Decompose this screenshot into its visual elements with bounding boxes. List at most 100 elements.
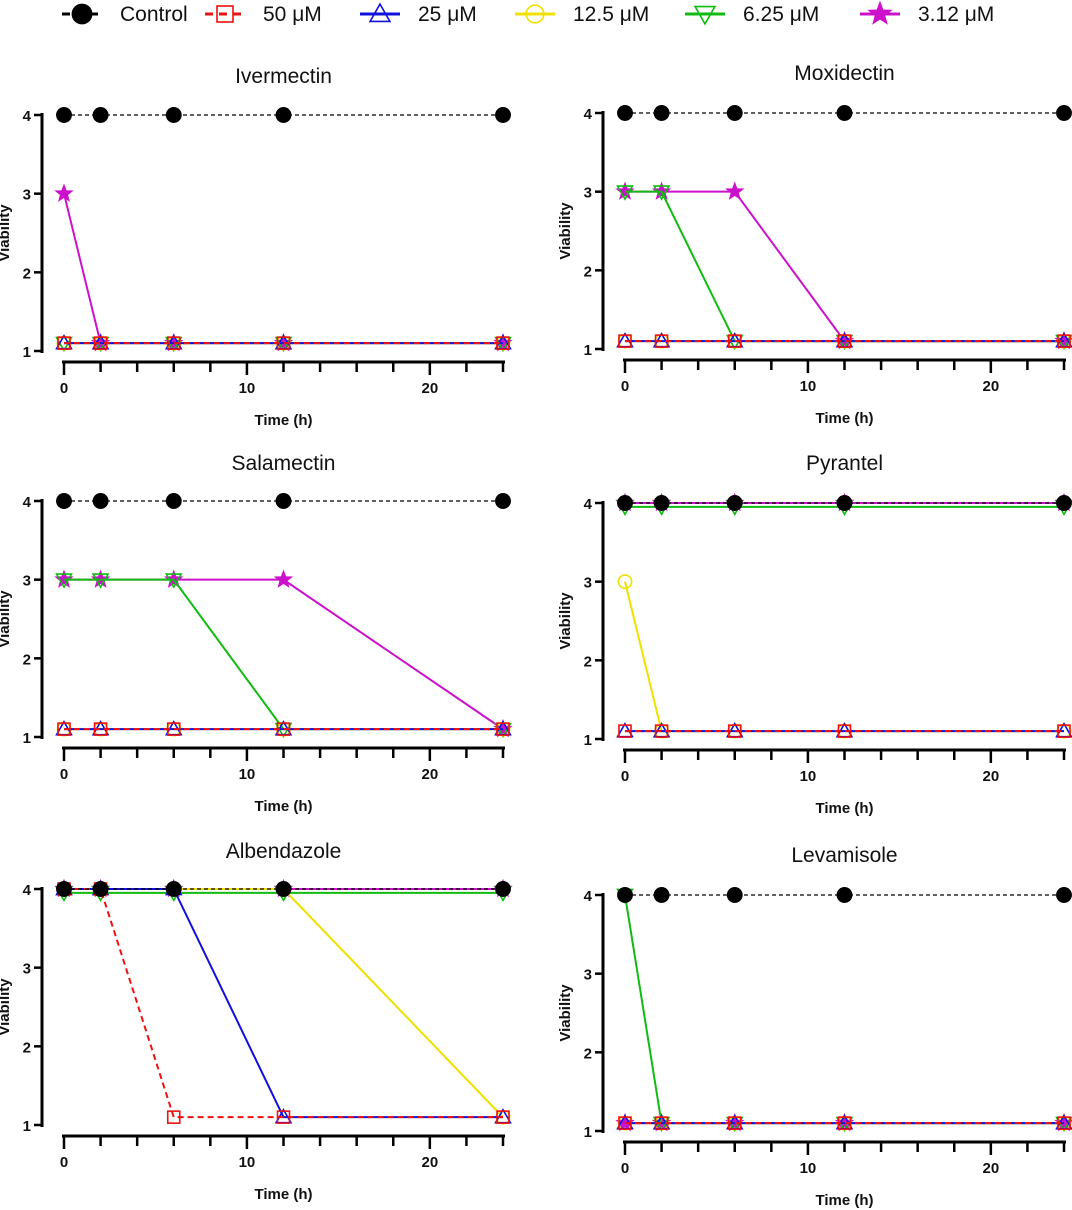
y-axis-label: Viability [0,590,13,648]
data-point [653,495,670,511]
x-tick-label: 10 [800,1160,817,1177]
data-point [1057,334,1071,348]
y-tick-label: 2 [23,265,31,282]
x-tick-label: 0 [621,1160,629,1177]
x-tick-label: 10 [800,378,817,395]
data-point [166,722,181,736]
data-point [164,573,183,589]
y-axis-label: Viability [0,204,13,262]
data-point [92,493,109,509]
data-point [1056,495,1072,511]
data-point [276,1110,291,1124]
series-line-6-25-um [64,578,503,731]
series-50-um [57,336,510,350]
legend-marker-50-um [216,5,234,23]
series-control [56,881,511,897]
data-point [652,185,671,201]
legend-label-50-um: 50 μM [263,3,322,26]
x-tick-label: 20 [982,768,999,785]
data-point [726,887,743,903]
legend-item-control: Control [62,3,188,26]
panel-albendazole: Albendazole 1 2 3 4 Viability 0 10 20 Time (h) [0,840,513,1203]
panel-levamisole: Levamisole 1 2 3 4 Viability 0 10 20 Time (h) [557,844,1072,1209]
legend-marker-6-25-um [693,5,717,26]
y-tick-label: 2 [584,263,592,280]
data-point [653,887,670,903]
series-12-5-um [56,881,511,1125]
panel-pyrantel: Pyrantel 1 2 3 4 Viability 0 10 20 Time (h) [557,452,1072,817]
data-point [654,334,669,348]
data-point [618,724,632,738]
x-tick-label: 10 [239,1154,256,1171]
y-tick-label: 4 [584,106,593,123]
data-point [727,1116,742,1130]
series-control [617,887,1072,903]
x-tick-label: 20 [421,766,438,783]
legend-marker-12-5-um [525,4,545,24]
data-point [1056,887,1072,903]
legend-label-6-25-um: 6.25 μM [743,3,819,26]
x-tick-label: 20 [982,378,999,395]
series-line-3-12-um [64,578,504,730]
x-tick-label: 0 [60,1154,68,1171]
y-tick-label: 1 [584,342,592,359]
x-tick-label: 10 [800,768,817,785]
data-point [653,105,670,121]
y-tick-label: 2 [23,651,31,668]
data-point [837,724,852,738]
y-axis-label: Viability [0,978,13,1036]
series-12-5-um [617,574,1072,739]
y-tick-label: 1 [23,730,31,747]
y-tick-label: 1 [584,1124,592,1141]
y-tick-label: 3 [584,575,592,592]
y-tick-label: 4 [584,888,593,905]
data-point [92,881,109,897]
data-point [166,336,181,350]
series-50-um [57,722,510,736]
data-point [836,887,853,903]
data-point [618,334,632,348]
panel-title: Ivermectin [235,65,332,88]
panel-moxidectin: Moxidectin 1 2 3 4 Viability 0 10 20 Time (h) [557,62,1072,427]
x-tick-label: 0 [621,768,629,785]
data-point [1056,105,1072,121]
x-tick-label: 0 [60,766,68,783]
panel-title: Albendazole [226,840,342,863]
series-line-3-12-um [63,193,503,345]
legend-item-6-25-um: 6.25 μM [685,3,819,26]
series-50-um [57,882,510,1124]
data-point [56,881,72,897]
chart-legend: Control 50 μM 25 μM 12.5 μM 6.25 μM 3.12 μM [62,0,994,26]
y-tick-label: 4 [23,494,32,511]
panel-salamectin: Salamectin 1 2 3 4 Viability 0 10 20 Time (h) [0,452,513,815]
y-axis-label: Viability [557,592,574,650]
data-point [727,724,742,738]
y-tick-label: 1 [584,732,592,749]
data-point [55,573,73,589]
data-point [93,336,108,350]
data-point [617,887,633,903]
x-axis-label: Time (h) [815,800,873,817]
series-control [617,495,1072,511]
x-axis-label: Time (h) [254,412,312,429]
y-tick-label: 1 [23,1118,31,1135]
data-point [837,334,852,348]
data-point [495,107,511,123]
x-axis-label: Time (h) [254,798,312,815]
data-point [727,334,742,348]
data-point [495,493,511,509]
data-point [275,493,292,509]
data-point [273,569,294,588]
x-tick-label: 0 [60,380,68,397]
y-tick-label: 4 [584,496,593,513]
y-tick-label: 2 [23,1039,31,1056]
x-tick-label: 0 [621,378,629,395]
y-tick-label: 4 [23,882,32,899]
data-point [165,881,182,897]
data-point [165,107,182,123]
x-axis-label: Time (h) [815,410,873,427]
y-tick-label: 2 [584,653,592,670]
x-tick-label: 20 [982,1160,999,1177]
data-point [275,881,292,897]
